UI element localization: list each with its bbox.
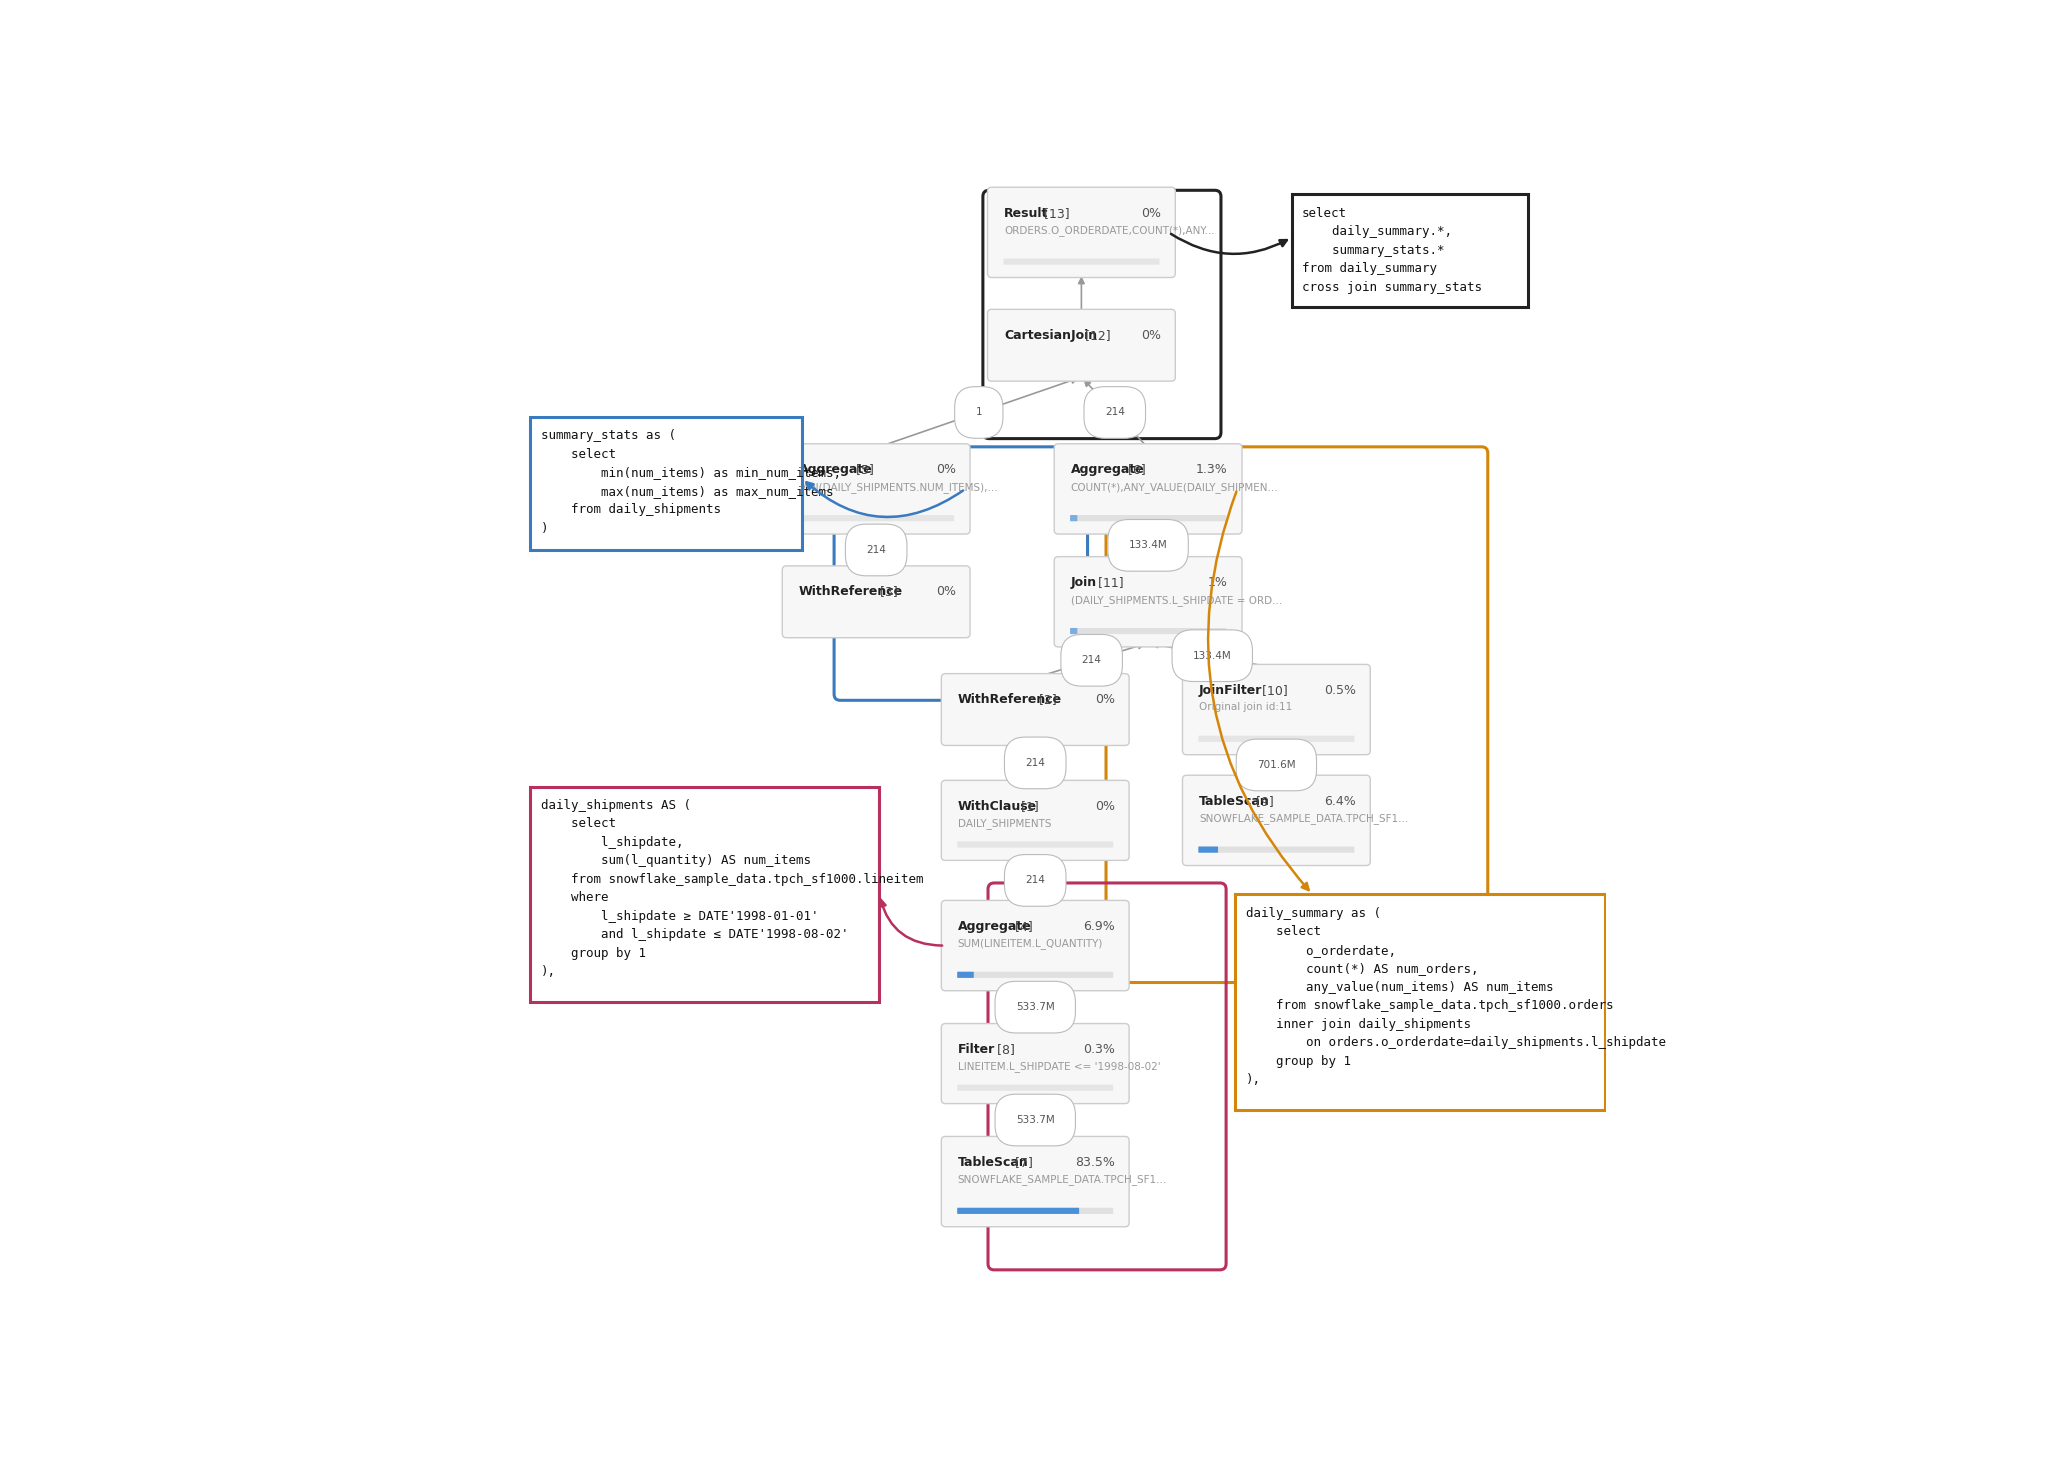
FancyBboxPatch shape: [531, 416, 802, 551]
Text: LINEITEM.L_SHIPDATE <= '1998-08-02': LINEITEM.L_SHIPDATE <= '1998-08-02': [959, 1061, 1161, 1073]
FancyBboxPatch shape: [1054, 557, 1242, 647]
Text: [7]: [7]: [1012, 1155, 1033, 1168]
FancyBboxPatch shape: [783, 444, 971, 534]
Text: [6]: [6]: [1124, 463, 1147, 476]
FancyBboxPatch shape: [1198, 846, 1219, 853]
FancyBboxPatch shape: [942, 780, 1130, 861]
Text: SUM(LINEITEM.L_QUANTITY): SUM(LINEITEM.L_QUANTITY): [959, 938, 1103, 950]
Text: [3]: [3]: [876, 585, 899, 598]
Text: daily_summary as (
    select
        o_orderdate,
        count(*) AS num_order: daily_summary as ( select o_orderdate, c…: [1246, 906, 1665, 1086]
FancyBboxPatch shape: [957, 972, 1114, 978]
Text: [5]: [5]: [853, 463, 874, 476]
Text: 701.6M: 701.6M: [1256, 759, 1295, 770]
Text: Aggregate: Aggregate: [800, 463, 872, 476]
Text: 214: 214: [1025, 875, 1045, 885]
Text: Aggregate: Aggregate: [1070, 463, 1145, 476]
Text: MIN(DAILY_SHIPMENTS.NUM_ITEMS),...: MIN(DAILY_SHIPMENTS.NUM_ITEMS),...: [800, 482, 998, 493]
FancyBboxPatch shape: [957, 1085, 1114, 1091]
Text: 214: 214: [1025, 758, 1045, 768]
Text: TableScan: TableScan: [1198, 795, 1271, 808]
Text: 0.3%: 0.3%: [1083, 1044, 1116, 1056]
Text: 6.9%: 6.9%: [1083, 921, 1116, 932]
Text: 214: 214: [1105, 408, 1124, 418]
Text: WithClause: WithClause: [959, 800, 1037, 812]
FancyBboxPatch shape: [1070, 627, 1225, 635]
Text: 0%: 0%: [1095, 800, 1116, 812]
Text: [4]: [4]: [1012, 921, 1033, 932]
Text: 533.7M: 533.7M: [1016, 1116, 1054, 1124]
Text: [13]: [13]: [1039, 207, 1070, 220]
FancyBboxPatch shape: [957, 841, 1114, 847]
Text: [1]: [1]: [1016, 800, 1039, 812]
Text: 133.4M: 133.4M: [1192, 651, 1231, 661]
Text: 1.3%: 1.3%: [1196, 463, 1227, 476]
FancyBboxPatch shape: [988, 188, 1176, 277]
Text: 0%: 0%: [1140, 207, 1161, 220]
FancyBboxPatch shape: [1070, 515, 1225, 522]
FancyBboxPatch shape: [1235, 894, 1605, 1110]
Text: Result: Result: [1004, 207, 1047, 220]
Text: daily_shipments AS (
    select
        l_shipdate,
        sum(l_quantity) AS n: daily_shipments AS ( select l_shipdate, …: [541, 799, 924, 978]
Text: Original join id:11: Original join id:11: [1198, 702, 1291, 712]
FancyBboxPatch shape: [1198, 736, 1355, 742]
Text: 0%: 0%: [936, 585, 957, 598]
Text: [11]: [11]: [1095, 576, 1124, 589]
FancyBboxPatch shape: [1182, 664, 1370, 755]
Text: 0%: 0%: [1095, 693, 1116, 707]
Text: 1%: 1%: [1209, 576, 1227, 589]
Text: 0.5%: 0.5%: [1324, 683, 1355, 696]
FancyBboxPatch shape: [531, 787, 880, 1003]
FancyBboxPatch shape: [957, 972, 973, 978]
Text: [2]: [2]: [1035, 693, 1058, 707]
Text: TableScan: TableScan: [959, 1155, 1029, 1168]
FancyBboxPatch shape: [1004, 258, 1159, 265]
FancyBboxPatch shape: [942, 900, 1130, 991]
Text: Aggregate: Aggregate: [959, 921, 1031, 932]
FancyBboxPatch shape: [942, 674, 1130, 746]
Text: SNOWFLAKE_SAMPLE_DATA.TPCH_SF1...: SNOWFLAKE_SAMPLE_DATA.TPCH_SF1...: [959, 1174, 1167, 1186]
Text: ORDERS.O_ORDERDATE,COUNT(*),ANY...: ORDERS.O_ORDERDATE,COUNT(*),ANY...: [1004, 226, 1215, 236]
Text: 0%: 0%: [1140, 328, 1161, 342]
FancyBboxPatch shape: [957, 1208, 1114, 1214]
Text: (DAILY_SHIPMENTS.L_SHIPDATE = ORD...: (DAILY_SHIPMENTS.L_SHIPDATE = ORD...: [1070, 595, 1281, 605]
FancyBboxPatch shape: [1182, 776, 1370, 865]
FancyBboxPatch shape: [1054, 444, 1242, 534]
Text: [12]: [12]: [1081, 328, 1112, 342]
Text: summary_stats as (
    select
        min(num_items) as min_num_items,
        m: summary_stats as ( select min(num_items)…: [541, 430, 841, 535]
Text: 1: 1: [975, 408, 981, 418]
Text: DAILY_SHIPMENTS: DAILY_SHIPMENTS: [959, 818, 1052, 830]
FancyBboxPatch shape: [988, 309, 1176, 381]
Text: [9]: [9]: [1252, 795, 1275, 808]
Text: [10]: [10]: [1258, 683, 1289, 696]
Text: 0%: 0%: [936, 463, 957, 476]
Text: JoinFilter: JoinFilter: [1198, 683, 1262, 696]
FancyBboxPatch shape: [942, 1023, 1130, 1104]
Text: 6.4%: 6.4%: [1324, 795, 1355, 808]
Text: Join: Join: [1070, 576, 1097, 589]
Text: select
    daily_summary.*,
    summary_stats.*
from daily_summary
cross join su: select daily_summary.*, summary_stats.* …: [1302, 207, 1481, 293]
Text: 214: 214: [866, 545, 886, 556]
FancyBboxPatch shape: [1198, 846, 1355, 853]
Text: WithReference: WithReference: [800, 585, 903, 598]
FancyBboxPatch shape: [1291, 195, 1527, 308]
Text: [8]: [8]: [994, 1044, 1014, 1056]
FancyBboxPatch shape: [797, 515, 954, 522]
FancyBboxPatch shape: [957, 1208, 1078, 1214]
Text: 214: 214: [1083, 655, 1101, 666]
FancyBboxPatch shape: [942, 1136, 1130, 1227]
Text: WithReference: WithReference: [959, 693, 1062, 707]
Text: Filter: Filter: [959, 1044, 996, 1056]
Text: 133.4M: 133.4M: [1128, 541, 1167, 550]
Text: SNOWFLAKE_SAMPLE_DATA.TPCH_SF1...: SNOWFLAKE_SAMPLE_DATA.TPCH_SF1...: [1198, 814, 1409, 824]
Text: COUNT(*),ANY_VALUE(DAILY_SHIPMEN...: COUNT(*),ANY_VALUE(DAILY_SHIPMEN...: [1070, 482, 1279, 493]
Text: 533.7M: 533.7M: [1016, 1003, 1054, 1012]
FancyBboxPatch shape: [1070, 627, 1076, 635]
FancyBboxPatch shape: [783, 566, 971, 638]
Text: 83.5%: 83.5%: [1074, 1155, 1116, 1168]
FancyBboxPatch shape: [1070, 515, 1076, 522]
Text: CartesianJoin: CartesianJoin: [1004, 328, 1097, 342]
